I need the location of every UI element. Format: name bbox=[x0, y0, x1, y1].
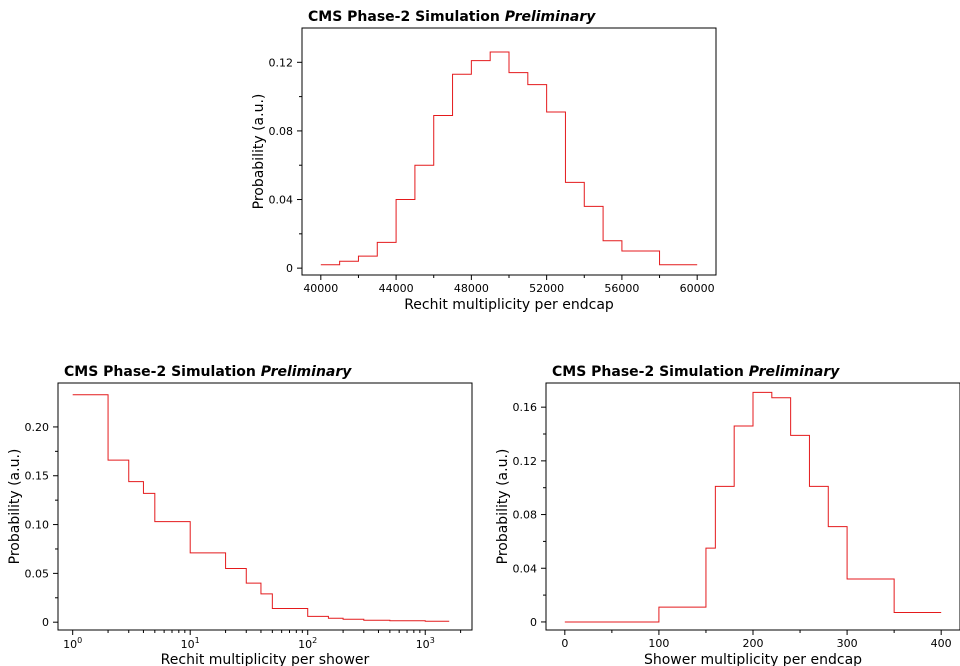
histogram-series bbox=[564, 391, 942, 623]
chart-title: CMS Phase-2 Simulation Preliminary bbox=[308, 9, 596, 25]
x-tick-base: 10 bbox=[416, 638, 430, 651]
x-tick-base: 10 bbox=[298, 638, 312, 651]
histogram-series bbox=[72, 394, 450, 622]
x-tick-exponent: 3 bbox=[430, 636, 435, 645]
y-axis-label: Probability (a.u.) bbox=[251, 94, 267, 210]
y-axis-label: Probability (a.u.) bbox=[495, 449, 511, 565]
x-tick-exponent: 1 bbox=[195, 636, 200, 645]
y-tick-label: 0.04 bbox=[513, 562, 538, 575]
x-tick-label: 102 bbox=[298, 636, 317, 651]
x-axis-label: Shower multiplicity per endcap bbox=[644, 652, 862, 666]
y-tick-label: 0 bbox=[530, 616, 537, 629]
y-tick-label: 0.10 bbox=[25, 519, 50, 532]
x-tick-label: 48000 bbox=[454, 282, 489, 295]
x-tick-label: 44000 bbox=[379, 282, 414, 295]
y-tick-label: 0.08 bbox=[269, 125, 294, 138]
y-tick-label: 0.15 bbox=[25, 470, 50, 483]
y-tick-label: 0.04 bbox=[269, 194, 294, 207]
y-tick-label: 0.12 bbox=[513, 455, 538, 468]
histogram-series bbox=[320, 51, 698, 266]
chart-title-emphasis: Preliminary bbox=[749, 364, 841, 380]
y-axis-label: Probability (a.u.) bbox=[7, 449, 23, 565]
chart-rechit-per-shower: CMS Phase-2 Simulation Preliminary 0 0.05 0… bbox=[7, 364, 473, 666]
chart-title-emphasis: Preliminary bbox=[261, 364, 353, 380]
chart-title-main: CMS Phase-2 Simulation bbox=[552, 364, 749, 380]
chart-title-main: CMS Phase-2 Simulation bbox=[308, 9, 505, 25]
y-tick-label: 0 bbox=[42, 616, 49, 629]
chart-rechit-per-endcap: CMS Phase-2 Simulation Preliminary 0 0.04 0… bbox=[251, 9, 717, 313]
x-tick-label: 100 bbox=[648, 637, 669, 650]
y-tick-label: 0.05 bbox=[25, 567, 50, 580]
x-tick-label: 101 bbox=[181, 636, 200, 651]
chart-shower-per-endcap: CMS Phase-2 Simulation Preliminary 0 0.04 0… bbox=[495, 364, 960, 666]
x-tick-label: 60000 bbox=[680, 282, 715, 295]
x-tick-label: 0 bbox=[561, 637, 568, 650]
x-tick-label: 40000 bbox=[303, 282, 338, 295]
x-tick-exponent: 0 bbox=[77, 636, 82, 645]
x-tick-exponent: 2 bbox=[312, 636, 317, 645]
x-axis-label: Rechit multiplicity per shower bbox=[161, 652, 370, 666]
x-tick-label: 56000 bbox=[604, 282, 639, 295]
x-tick-label: 100 bbox=[63, 636, 82, 651]
y-tick-label: 0 bbox=[286, 262, 293, 275]
x-tick-base: 10 bbox=[63, 638, 77, 651]
chart-title: CMS Phase-2 Simulation Preliminary bbox=[64, 364, 352, 380]
chart-title-main: CMS Phase-2 Simulation bbox=[64, 364, 261, 380]
chart-title-emphasis: Preliminary bbox=[505, 9, 597, 25]
x-tick-label: 400 bbox=[931, 637, 952, 650]
chart-title: CMS Phase-2 Simulation Preliminary bbox=[552, 364, 840, 380]
y-tick-label: 0.08 bbox=[513, 509, 538, 522]
x-tick-label: 103 bbox=[416, 636, 435, 651]
x-tick-base: 10 bbox=[181, 638, 195, 651]
x-axis-label: Rechit multiplicity per endcap bbox=[404, 297, 614, 313]
x-tick-label: 52000 bbox=[529, 282, 564, 295]
x-tick-label: 300 bbox=[837, 637, 858, 650]
y-tick-label: 0.12 bbox=[269, 56, 294, 69]
y-tick-label: 0.16 bbox=[513, 401, 538, 414]
plot-frame bbox=[57, 382, 473, 631]
y-tick-label: 0.20 bbox=[25, 421, 50, 434]
x-tick-label: 200 bbox=[743, 637, 764, 650]
